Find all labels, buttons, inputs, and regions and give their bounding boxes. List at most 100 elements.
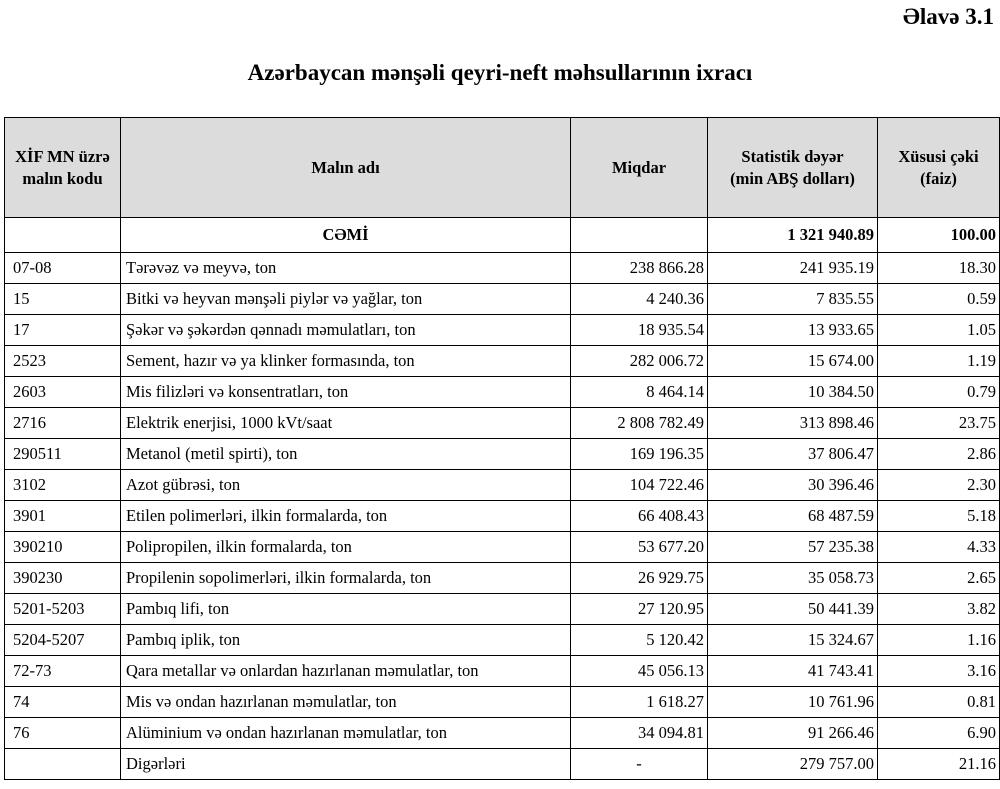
cell-code: 74 [4, 686, 121, 718]
cell-name: Tərəvəz və meyvə, ton [120, 252, 571, 284]
cell-share: 3.82 [877, 593, 1000, 625]
cell-value: 15 674.00 [707, 345, 878, 377]
cell-share: 1.16 [877, 624, 1000, 656]
cell-quantity: 1 618.27 [570, 686, 708, 718]
header-quantity: Miqdar [570, 117, 708, 218]
header-share-line1: Xüsusi çəki [898, 146, 979, 166]
cell-code: 76 [4, 717, 121, 749]
cell-name: Qara metallar və onlardan hazırlanan məm… [120, 655, 571, 687]
table-row: 2716 Elektrik enerjisi, 1000 kVt/saat 2 80… [4, 407, 1000, 439]
total-share: 100.00 [877, 217, 1000, 253]
cell-value: 57 235.38 [707, 531, 878, 563]
cell-name: Mis və ondan hazırlanan məmulatlar, ton [120, 686, 571, 718]
cell-value: 313 898.46 [707, 407, 878, 439]
cell-value: 35 058.73 [707, 562, 878, 594]
table-row: 390230 Propilenin sopolimerləri, ilkin fo… [4, 562, 1000, 594]
cell-code: 5204-5207 [4, 624, 121, 656]
cell-share: 4.33 [877, 531, 1000, 563]
cell-quantity: 104 722.46 [570, 469, 708, 501]
cell-share: 18.30 [877, 252, 1000, 284]
total-value: 1 321 940.89 [707, 217, 878, 253]
cell-code: 72-73 [4, 655, 121, 687]
header-value: Statistik dəyər (min ABŞ dolları) [707, 117, 878, 218]
cell-name: Propilenin sopolimerləri, ilkin formalar… [120, 562, 571, 594]
cell-code: 390210 [4, 531, 121, 563]
cell-code: 290511 [4, 438, 121, 470]
annex-label: Əlavə 3.1 [902, 4, 994, 29]
header-name: Malın adı [120, 117, 571, 218]
cell-share: 23.75 [877, 407, 1000, 439]
table-row: 3901 Etilen polimerləri, ilkin formalarda… [4, 500, 1000, 532]
table-row: 17 Şəkər və şəkərdən qənnadı məmulatları,… [4, 314, 1000, 346]
table-row: 290511 Metanol (metil spirti), ton 169 196… [4, 438, 1000, 470]
cell-quantity: 53 677.20 [570, 531, 708, 563]
cell-value: 15 324.67 [707, 624, 878, 656]
total-row: CƏMİ 1 321 940.89 100.00 [4, 217, 1000, 253]
cell-name: Metanol (metil spirti), ton [120, 438, 571, 470]
header-code: XİF MN üzrə malın kodu [4, 117, 121, 218]
cell-share: 2.30 [877, 469, 1000, 501]
cell-code: 17 [4, 314, 121, 346]
cell-name: Alüminium və ondan hazırlanan məmulatlar… [120, 717, 571, 749]
total-quantity [570, 217, 708, 253]
table-row: Digərləri -279 757.00 21.16 [4, 748, 1000, 780]
cell-quantity: 238 866.28 [570, 252, 708, 284]
cell-share: 1.05 [877, 314, 1000, 346]
cell-quantity: 27 120.95 [570, 593, 708, 625]
cell-quantity: 66 408.43 [570, 500, 708, 532]
table-row: 2523 Sement, hazır və ya klinker formasın… [4, 345, 1000, 377]
cell-value: 91 266.46 [707, 717, 878, 749]
cell-name: Mis filizləri və konsentratları, ton [120, 376, 571, 408]
cell-name: Etilen polimerləri, ilkin formalarda, to… [120, 500, 571, 532]
cell-value: 10 384.50 [707, 376, 878, 408]
table-row: 07-08 Tərəvəz və meyvə, ton 238 866.28 241 … [4, 252, 1000, 284]
cell-quantity: 4 240.36 [570, 283, 708, 315]
cell-value: 279 757.00 [707, 748, 878, 780]
table-row: 74 Mis və ondan hazırlanan məmulatlar, to… [4, 686, 1000, 718]
table-row: 2603 Mis filizləri və konsentratları, ton… [4, 376, 1000, 408]
header-share: Xüsusi çəki (faiz) [877, 117, 1000, 218]
cell-code: 15 [4, 283, 121, 315]
table-row: 5204-5207 Pambıq iplik, ton 5 120.42 15 324… [4, 624, 1000, 656]
header-value-line2: (min ABŞ dolları) [730, 168, 855, 188]
header-share-line2: (faiz) [920, 168, 957, 188]
cell-name: Şəkər və şəkərdən qənnadı məmulatları, t… [120, 314, 571, 346]
cell-quantity: 18 935.54 [570, 314, 708, 346]
cell-value: 10 761.96 [707, 686, 878, 718]
cell-name: Pambıq iplik, ton [120, 624, 571, 656]
cell-quantity: 5 120.42 [570, 624, 708, 656]
cell-share: 3.16 [877, 655, 1000, 687]
exports-table: XİF MN üzrə malın kodu Malın adı Miqdar S… [4, 117, 1000, 780]
cell-quantity: 45 056.13 [570, 655, 708, 687]
cell-share: 5.18 [877, 500, 1000, 532]
cell-quantity: 169 196.35 [570, 438, 708, 470]
table-row: 15 Bitki və heyvan mənşəli piylər və yağl… [4, 283, 1000, 315]
page-title: Azərbaycan mənşəli qeyri-neft məhsulları… [247, 60, 753, 85]
cell-name: Digərləri [120, 748, 571, 780]
cell-share: 2.65 [877, 562, 1000, 594]
cell-value: 50 441.39 [707, 593, 878, 625]
table-row: 3102 Azot gübrəsi, ton 104 722.46 30 396.46… [4, 469, 1000, 501]
table-row: 72-73 Qara metallar və onlardan hazırlana… [4, 655, 1000, 687]
cell-value: 30 396.46 [707, 469, 878, 501]
cell-quantity: 8 464.14 [570, 376, 708, 408]
table-row: 390210 Polipropilen, ilkin formalarda, to… [4, 531, 1000, 563]
cell-share: 21.16 [877, 748, 1000, 780]
cell-value: 13 933.65 [707, 314, 878, 346]
cell-value: 241 935.19 [707, 252, 878, 284]
cell-value: 37 806.47 [707, 438, 878, 470]
header-code-line2: malın kodu [22, 168, 103, 188]
cell-code [4, 748, 121, 780]
cell-value: 68 487.59 [707, 500, 878, 532]
cell-code: 3102 [4, 469, 121, 501]
total-code [4, 217, 121, 253]
cell-code: 390230 [4, 562, 121, 594]
cell-share: 1.19 [877, 345, 1000, 377]
cell-share: 0.59 [877, 283, 1000, 315]
cell-code: 2603 [4, 376, 121, 408]
table-row: 5201-5203 Pambıq lifi, ton 27 120.95 50 441… [4, 593, 1000, 625]
cell-name: Bitki və heyvan mənşəli piylər və yağlar… [120, 283, 571, 315]
cell-code: 3901 [4, 500, 121, 532]
cell-code: 2523 [4, 345, 121, 377]
cell-name: Azot gübrəsi, ton [120, 469, 571, 501]
